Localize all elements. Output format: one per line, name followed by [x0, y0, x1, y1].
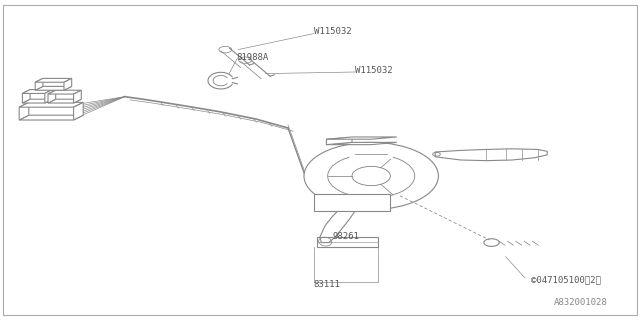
Text: A832001028: A832001028 — [554, 298, 608, 307]
Polygon shape — [74, 90, 81, 103]
Polygon shape — [22, 90, 30, 103]
Polygon shape — [435, 149, 547, 161]
Polygon shape — [19, 115, 83, 120]
Polygon shape — [35, 86, 72, 90]
Polygon shape — [326, 137, 397, 139]
Polygon shape — [19, 102, 29, 120]
Polygon shape — [35, 78, 72, 82]
Polygon shape — [326, 138, 352, 145]
Text: 98261: 98261 — [333, 232, 360, 241]
Polygon shape — [35, 78, 43, 90]
Polygon shape — [326, 142, 397, 145]
Polygon shape — [64, 78, 72, 90]
Text: W115032: W115032 — [314, 28, 351, 36]
Polygon shape — [45, 90, 52, 103]
Polygon shape — [314, 194, 390, 211]
Polygon shape — [48, 90, 56, 103]
Polygon shape — [22, 90, 52, 93]
Polygon shape — [48, 99, 81, 103]
Polygon shape — [320, 206, 357, 243]
Text: 81988A: 81988A — [237, 53, 269, 62]
Polygon shape — [74, 102, 83, 120]
Text: ©047105100（2）: ©047105100（2） — [531, 276, 601, 284]
Polygon shape — [48, 90, 81, 94]
Text: 83111: 83111 — [314, 280, 340, 289]
Text: W115032: W115032 — [355, 66, 393, 75]
Polygon shape — [22, 99, 52, 103]
Polygon shape — [19, 102, 83, 107]
